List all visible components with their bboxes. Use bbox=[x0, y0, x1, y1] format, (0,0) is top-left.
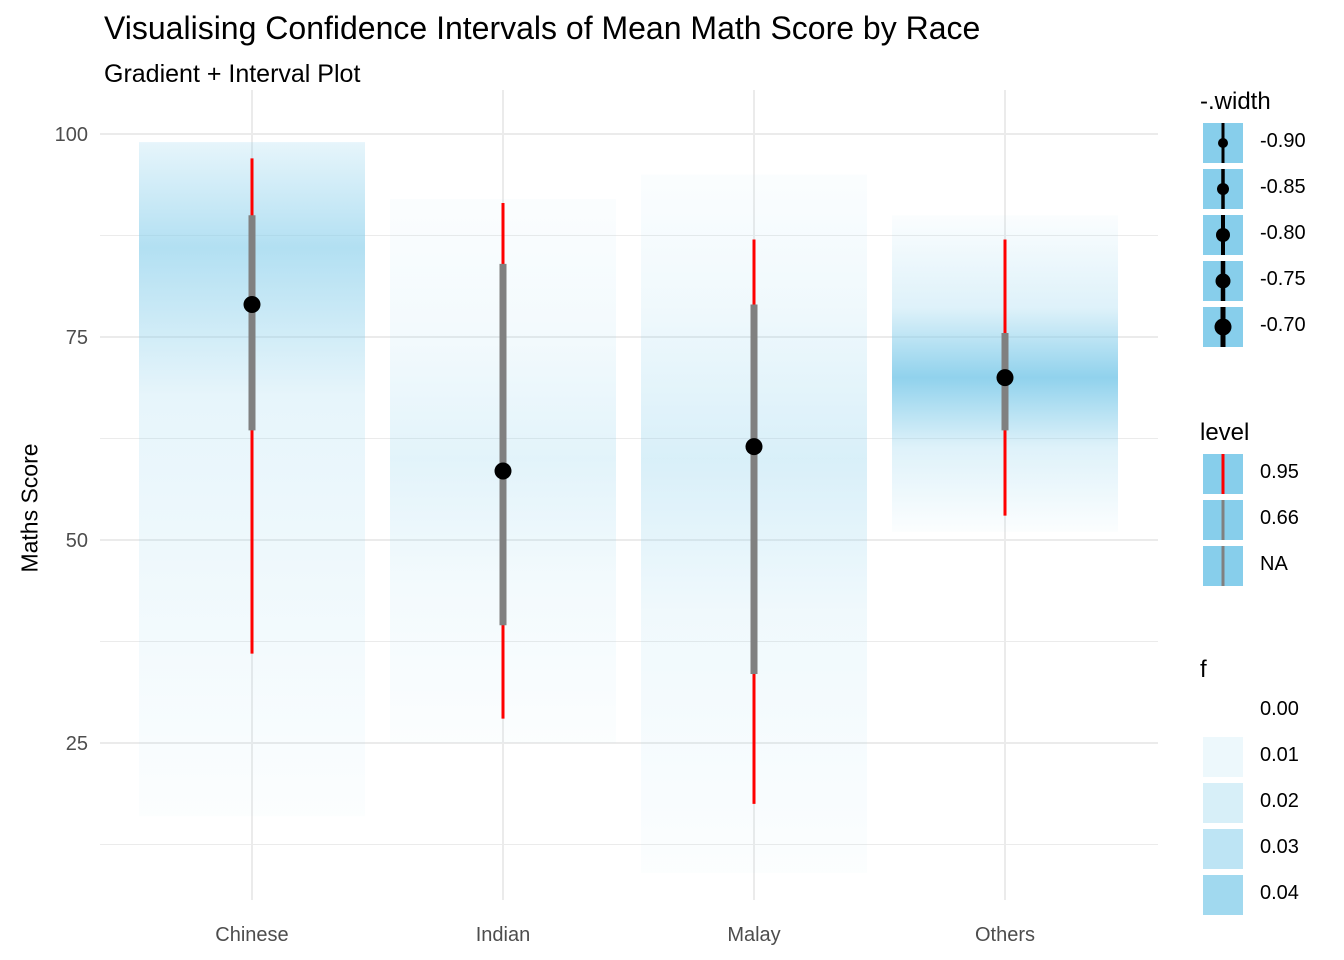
y-axis-label: Maths Score bbox=[16, 443, 43, 573]
legend-width-key bbox=[1203, 123, 1243, 163]
legend-level-item: 0.66 bbox=[1200, 496, 1340, 542]
legend-width-item: -0.90 bbox=[1200, 119, 1340, 165]
legend-width-label: -0.70 bbox=[1260, 314, 1306, 336]
x-tick-label: Indian bbox=[476, 924, 531, 946]
gradient-bands bbox=[139, 142, 1118, 873]
mean-point bbox=[745, 438, 763, 456]
x-tick-label: Malay bbox=[727, 924, 780, 946]
legend-f-label: 0.04 bbox=[1260, 882, 1299, 904]
mean-point bbox=[996, 369, 1014, 387]
legend-f-item: 0.03 bbox=[1200, 825, 1340, 871]
legend-width-key bbox=[1203, 215, 1243, 255]
legend-width-item: -0.75 bbox=[1200, 257, 1340, 303]
legend-width-item: -0.85 bbox=[1200, 165, 1340, 211]
mean-point bbox=[243, 296, 261, 314]
axis-labels: 25 50 75 100 Chinese Indian Malay Others bbox=[55, 124, 1035, 946]
legend-width-title: -.width bbox=[1200, 88, 1271, 115]
legend-width-label: -0.90 bbox=[1260, 130, 1306, 152]
legend-f-label: 0.01 bbox=[1260, 744, 1299, 766]
legend-width-label: -0.75 bbox=[1260, 268, 1306, 290]
legend-level-label: 0.66 bbox=[1260, 507, 1299, 529]
legend-width: -.width -0.90 -0.85 -0.80 -0.75 -0.70 bbox=[1200, 85, 1340, 349]
legend-f-label: 0.03 bbox=[1260, 836, 1299, 858]
legend-level-item: 0.95 bbox=[1200, 450, 1340, 496]
legend-f-key bbox=[1203, 829, 1243, 869]
x-tick-label: Chinese bbox=[215, 924, 288, 946]
legend-level-label: NA bbox=[1260, 553, 1288, 575]
legend-f-item: 0.02 bbox=[1200, 779, 1340, 825]
interval-layer bbox=[243, 158, 1014, 804]
legend-f-key bbox=[1203, 691, 1243, 731]
legend-f-item: 0.04 bbox=[1200, 871, 1340, 917]
legend-f-title: f bbox=[1200, 656, 1207, 683]
chart-subtitle: Gradient + Interval Plot bbox=[104, 60, 361, 88]
legend-level-key bbox=[1203, 500, 1243, 540]
legend-level-label: 0.95 bbox=[1260, 461, 1299, 483]
legend-width-label: -0.80 bbox=[1260, 222, 1306, 244]
legend-level-title: level bbox=[1200, 419, 1250, 446]
legend-width-key bbox=[1203, 169, 1243, 209]
y-tick-label: 25 bbox=[66, 733, 88, 755]
legend-width-item: -0.70 bbox=[1200, 303, 1340, 349]
legend-f-label: 0.00 bbox=[1260, 698, 1299, 720]
y-tick-label: 100 bbox=[55, 124, 88, 146]
mean-point bbox=[494, 462, 512, 480]
y-tick-label: 75 bbox=[66, 327, 88, 349]
legend-f-item: 0.01 bbox=[1200, 733, 1340, 779]
legend-width-key bbox=[1203, 307, 1243, 347]
y-tick-label: 50 bbox=[66, 530, 88, 552]
legend-f-key bbox=[1203, 783, 1243, 823]
legend-f-item: 0.00 bbox=[1200, 687, 1340, 733]
legend-f-label: 0.02 bbox=[1260, 790, 1299, 812]
legend-width-label: -0.85 bbox=[1260, 176, 1306, 198]
legend-width-key bbox=[1203, 261, 1243, 301]
legend-f: f 0.00 0.01 0.02 0.03 0.04 bbox=[1200, 653, 1340, 917]
legend-f-key bbox=[1203, 875, 1243, 915]
legend-f-key bbox=[1203, 737, 1243, 777]
legend-width-item: -0.80 bbox=[1200, 211, 1340, 257]
chart-title: Visualising Confidence Intervals of Mean… bbox=[104, 10, 981, 46]
legend-level: level 0.95 0.66 NA bbox=[1200, 416, 1340, 588]
legend-level-key bbox=[1203, 546, 1243, 586]
x-tick-label: Others bbox=[975, 924, 1035, 946]
legend-level-key bbox=[1203, 454, 1243, 494]
legend-level-item: NA bbox=[1200, 542, 1340, 588]
